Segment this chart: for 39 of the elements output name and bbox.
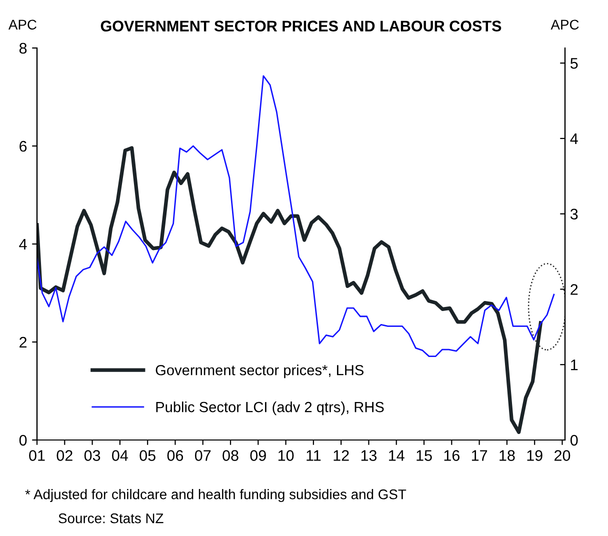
legend-label: Public Sector LCI (adv 2 qtrs), RHS <box>156 402 384 416</box>
x-tick-label: 08 <box>222 450 238 461</box>
y2-tick-label: 5 <box>570 58 578 69</box>
y-tick-label: 8 <box>19 42 27 54</box>
y2-tick-label: 1 <box>571 360 578 370</box>
x-tick-label: 18 <box>500 450 515 461</box>
chart-title: GOVERNMENT SECTOR PRICES AND LABOUR COSTS <box>100 20 502 32</box>
x-tick-label: 15 <box>416 450 432 461</box>
x-tick-label: 19 <box>527 450 542 461</box>
x-tick-label: 01 <box>29 450 45 461</box>
x-tick-label: 16 <box>444 450 460 461</box>
x-tick-label: 12 <box>334 450 349 461</box>
y-tick-label: 2 <box>20 336 27 348</box>
x-tick-label: 04 <box>112 450 128 461</box>
text: * Adjusted for childcare and health funding subsidies and GST <box>25 489 406 502</box>
y2-tick-label: 4 <box>570 133 578 144</box>
x-tick-label: 03 <box>84 450 100 461</box>
x-tick-label: 06 <box>167 450 184 461</box>
y2-axis-title: APC <box>550 20 579 30</box>
legend-label: Government sector prices*, LHS <box>156 364 364 378</box>
x-tick-label: 13 <box>361 450 377 461</box>
x-tick-label: 07 <box>194 450 211 461</box>
y-tick-label: 6 <box>20 140 27 152</box>
y2-tick-label: 3 <box>570 208 578 220</box>
y2-tick-label: 0 <box>570 434 578 446</box>
x-tick-label: 14 <box>389 450 404 461</box>
x-tick-label: 11 <box>306 450 321 461</box>
line-series <box>37 75 555 358</box>
y-tick-label: 0 <box>19 434 27 446</box>
x-tick-label: 10 <box>278 450 294 461</box>
x-tick-label: 20 <box>554 450 570 461</box>
x-tick-label: 02 <box>56 450 72 461</box>
source-note: Source: Stats NZ <box>58 513 164 524</box>
x-tick-label: 09 <box>250 450 266 461</box>
y-axis-title: APC <box>8 20 36 30</box>
x-tick-label: 05 <box>140 450 156 461</box>
x-tick-label: 17 <box>472 450 488 461</box>
y2-tick-label: 2 <box>570 284 578 295</box>
y-tick-label: 4 <box>19 239 27 250</box>
